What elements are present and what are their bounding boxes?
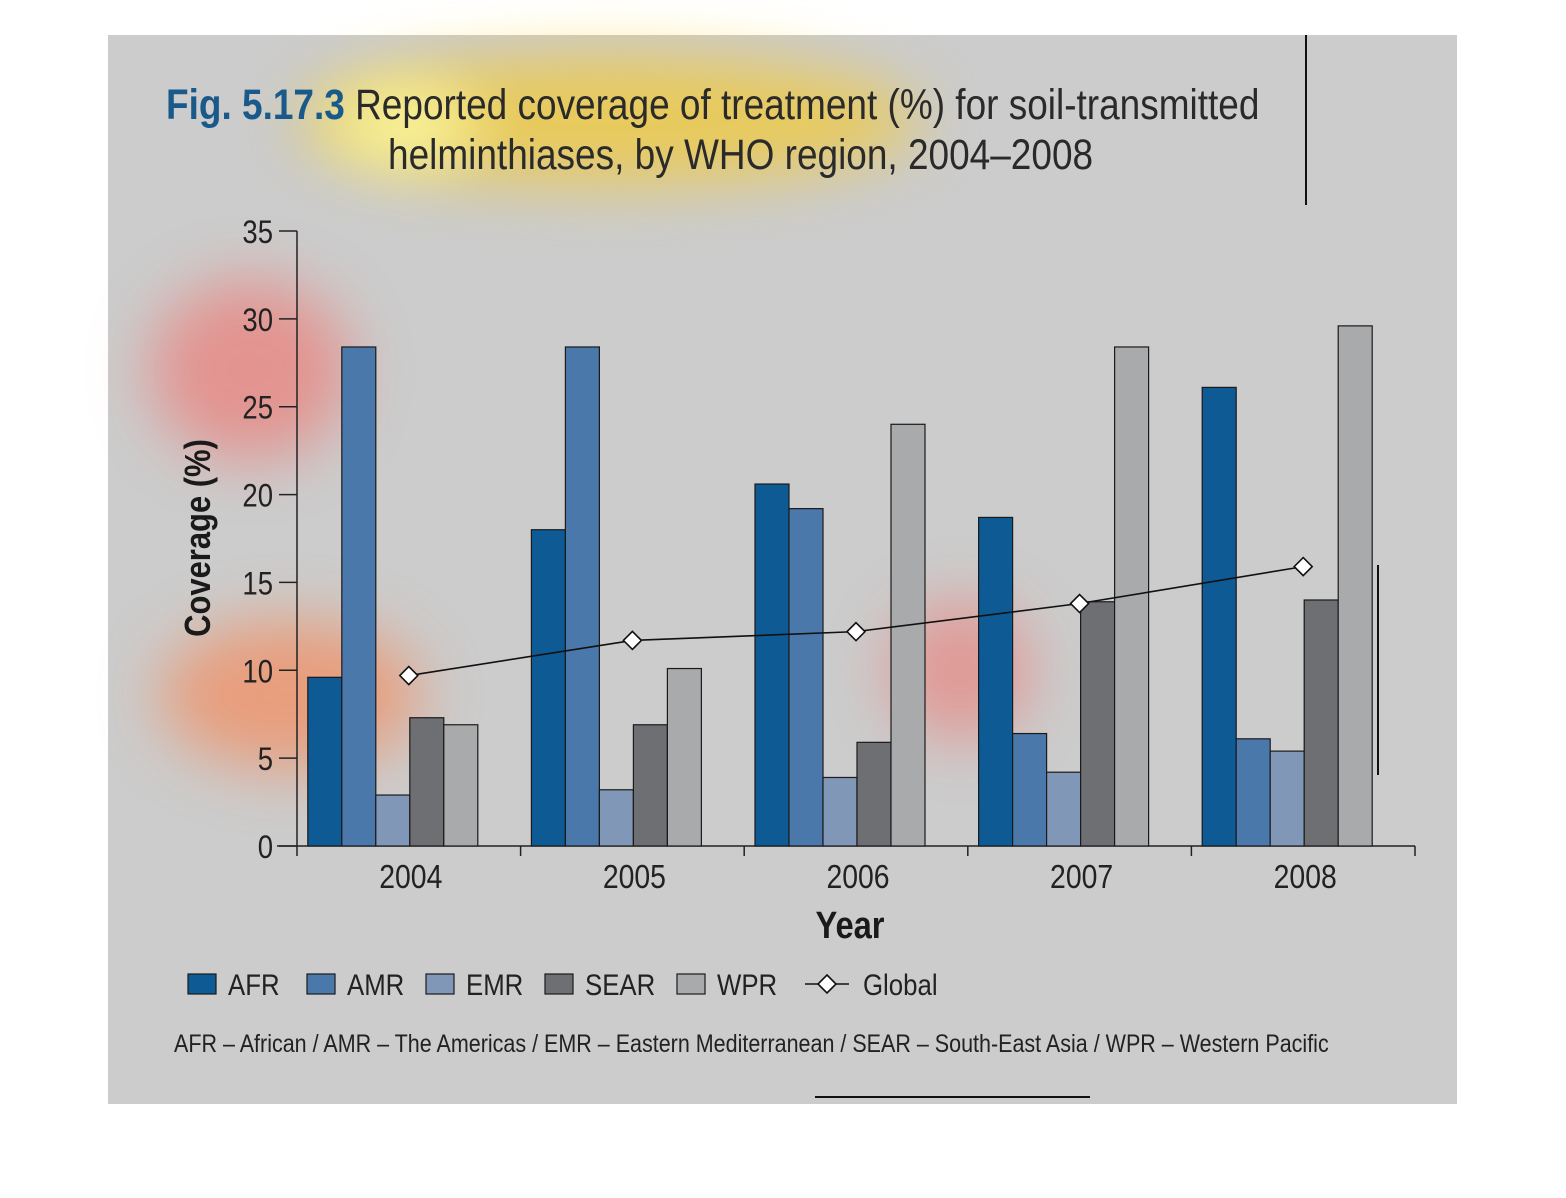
legend-label-amr: AMR bbox=[347, 968, 404, 1001]
global-point-marker bbox=[845, 621, 867, 642]
bar-emr bbox=[822, 776, 858, 847]
y-tick-label: 20 bbox=[242, 479, 273, 514]
y-tick-label: 0 bbox=[258, 830, 273, 865]
chart-bars bbox=[307, 325, 1373, 847]
global-line-series bbox=[398, 556, 1314, 686]
footnote: AFR – African / AMR – The Americas / EMR… bbox=[174, 1030, 1329, 1058]
y-tick-label: 25 bbox=[242, 391, 273, 426]
y-tick-label: 15 bbox=[242, 567, 273, 602]
legend-swatch-amr bbox=[306, 973, 336, 995]
bar-wpr bbox=[1337, 325, 1373, 847]
legend-swatch-afr bbox=[187, 973, 217, 995]
legend-swatch-emr bbox=[425, 973, 455, 995]
y-tick-label: 30 bbox=[242, 303, 273, 338]
x-axis-label: Year bbox=[815, 904, 884, 947]
bar-emr bbox=[1269, 750, 1305, 847]
global-point-marker bbox=[398, 665, 419, 686]
bar-amr bbox=[564, 346, 601, 847]
x-tick-label: 2005 bbox=[603, 858, 666, 896]
bar-afr bbox=[530, 529, 567, 847]
y-axis-label: Coverage (%) bbox=[179, 439, 219, 637]
y-tick-label: 35 bbox=[242, 215, 273, 250]
bar-sear bbox=[632, 724, 669, 847]
bar-sear bbox=[409, 717, 445, 847]
bar-emr bbox=[1045, 771, 1082, 847]
legend-label-global: Global bbox=[863, 968, 938, 1001]
figure-title-line2: helminthiases, by WHO region, 2004–2008 bbox=[388, 131, 1094, 179]
bar-wpr bbox=[666, 667, 703, 847]
bar-sear bbox=[856, 741, 892, 847]
crop-line bbox=[1305, 35, 1307, 205]
legend-swatch-sear bbox=[544, 973, 574, 995]
legend-label-emr: EMR bbox=[466, 968, 523, 1001]
crop-line bbox=[1377, 565, 1379, 775]
legend-label-wpr: WPR bbox=[717, 968, 777, 1001]
figure-title-text: Reported coverage of treatment (%) for s… bbox=[355, 81, 1260, 129]
bar-wpr bbox=[890, 423, 926, 847]
global-point-marker bbox=[622, 630, 643, 651]
legend-label-sear: SEAR bbox=[585, 968, 655, 1001]
bar-amr bbox=[341, 346, 377, 847]
x-tick-label: 2008 bbox=[1274, 858, 1337, 896]
bar-afr bbox=[977, 516, 1014, 847]
legend-label-afr: AFR bbox=[228, 968, 280, 1001]
bar-emr bbox=[375, 794, 411, 847]
x-tick-label: 2006 bbox=[826, 858, 889, 896]
bar-emr bbox=[598, 789, 635, 847]
bar-sear bbox=[1303, 599, 1339, 847]
global-point-marker bbox=[1069, 593, 1090, 614]
bar-amr bbox=[788, 508, 824, 847]
bar-amr bbox=[1011, 732, 1048, 847]
y-tick-label: 5 bbox=[258, 742, 273, 777]
bar-afr bbox=[1201, 386, 1237, 847]
x-tick-label: 2004 bbox=[379, 858, 442, 896]
legend-marker-global bbox=[816, 973, 838, 995]
bar-amr bbox=[1235, 738, 1271, 847]
chart-legend: AFR AMR EMR SEAR WPR Global bbox=[187, 968, 938, 1001]
bar-afr bbox=[754, 483, 790, 847]
legend-swatch-wpr bbox=[676, 973, 706, 995]
figure-label: Fig. 5.17.3 bbox=[166, 81, 345, 129]
y-tick-label: 10 bbox=[242, 654, 273, 689]
crop-line bbox=[815, 1096, 1090, 1098]
global-point-marker bbox=[1293, 556, 1314, 577]
bar-wpr bbox=[443, 724, 479, 847]
bar-afr bbox=[307, 676, 343, 847]
figure-title-line1: Fig. 5.17.3 Reported coverage of treatme… bbox=[166, 82, 1259, 128]
bar-sear bbox=[1079, 601, 1116, 847]
x-tick-label: 2007 bbox=[1050, 858, 1113, 896]
